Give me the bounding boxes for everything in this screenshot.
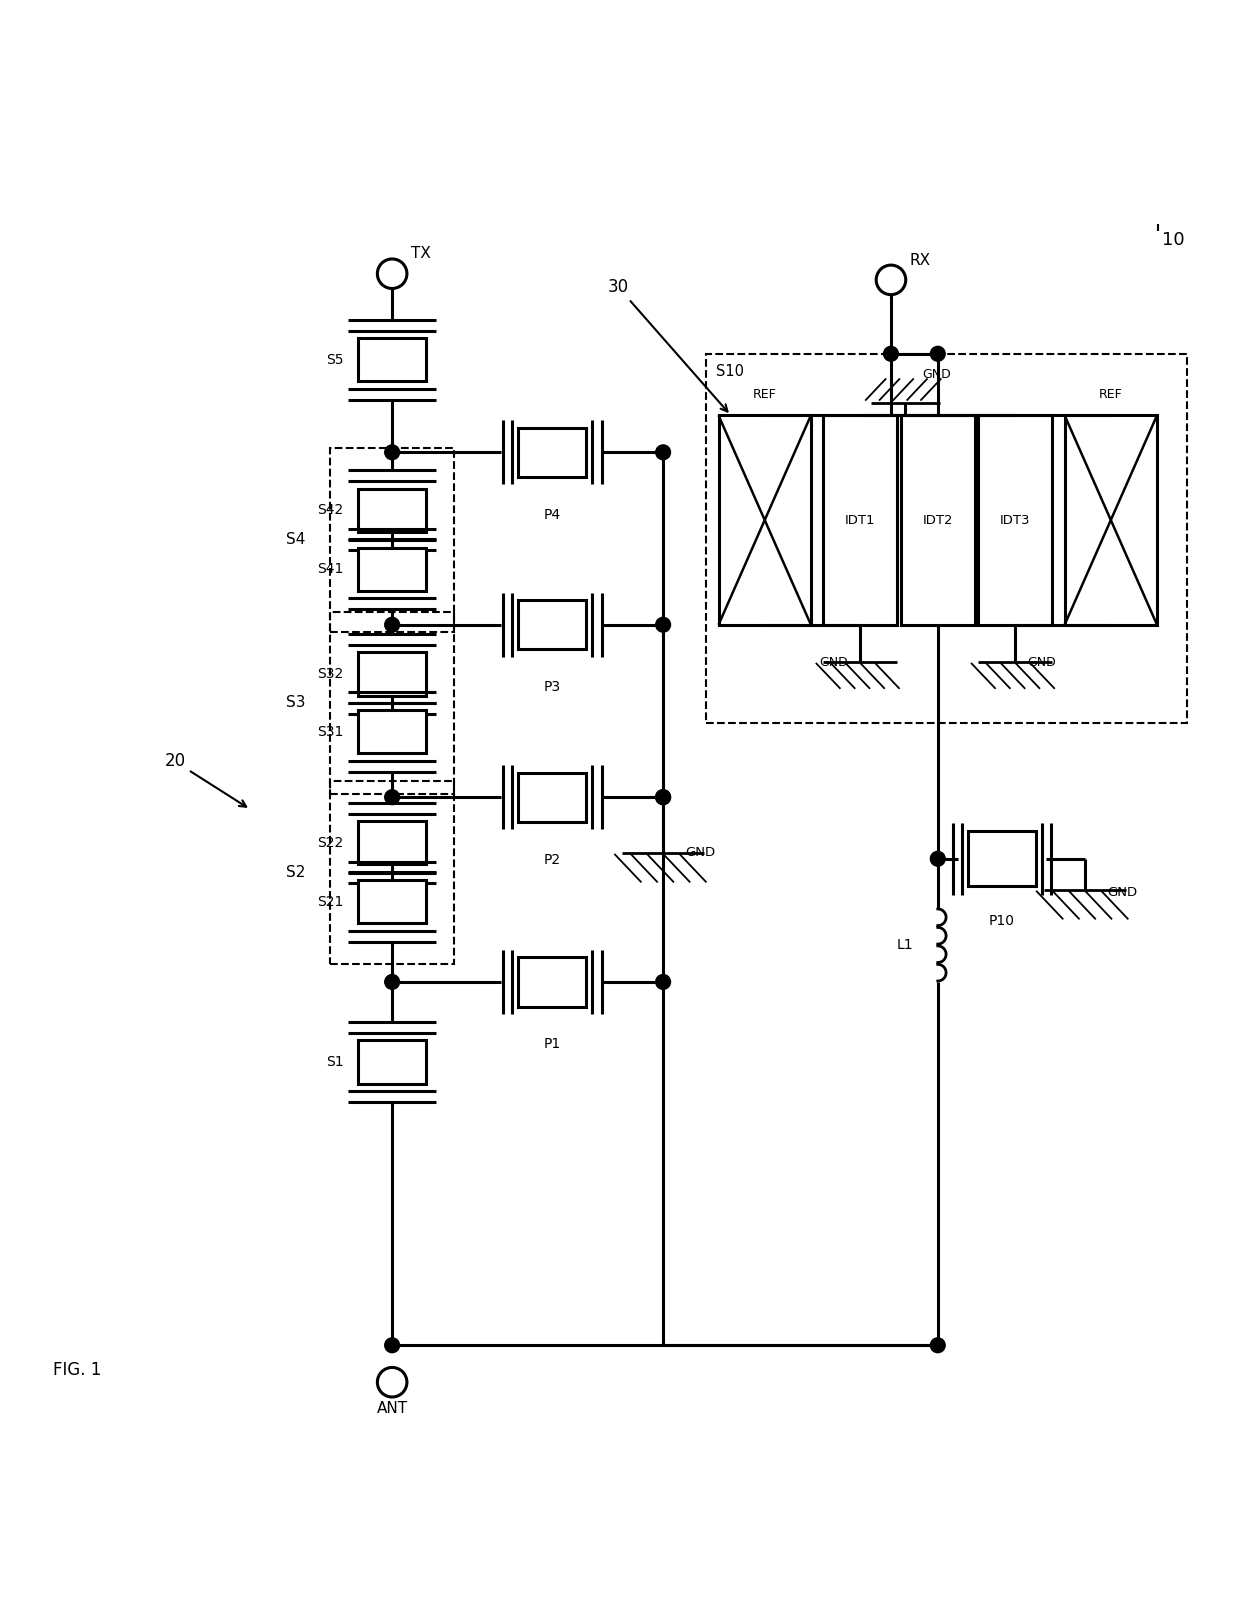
Bar bbox=[900, 416, 975, 625]
Text: S4: S4 bbox=[286, 533, 305, 547]
Text: S41: S41 bbox=[317, 562, 343, 576]
Text: 30: 30 bbox=[608, 278, 728, 411]
Bar bbox=[358, 338, 427, 382]
Circle shape bbox=[656, 790, 671, 805]
Text: GND: GND bbox=[820, 656, 848, 669]
Circle shape bbox=[384, 445, 399, 460]
Text: TX: TX bbox=[410, 246, 430, 261]
Bar bbox=[358, 547, 427, 591]
Text: P1: P1 bbox=[543, 1038, 560, 1051]
Circle shape bbox=[656, 617, 671, 631]
Text: GND: GND bbox=[686, 847, 715, 860]
Text: REF: REF bbox=[753, 387, 776, 400]
Text: S42: S42 bbox=[317, 504, 343, 516]
Text: IDT3: IDT3 bbox=[1001, 513, 1030, 526]
Text: S32: S32 bbox=[317, 667, 343, 682]
Circle shape bbox=[884, 346, 898, 361]
Bar bbox=[358, 881, 427, 923]
Text: S2: S2 bbox=[286, 865, 305, 879]
Bar bbox=[978, 416, 1053, 625]
Circle shape bbox=[384, 790, 399, 805]
Text: GND: GND bbox=[923, 368, 951, 380]
Bar bbox=[358, 711, 427, 753]
Circle shape bbox=[930, 852, 945, 866]
Bar bbox=[330, 448, 454, 631]
Circle shape bbox=[930, 346, 945, 361]
Text: P10: P10 bbox=[988, 913, 1014, 928]
Bar bbox=[330, 612, 454, 793]
Bar bbox=[518, 427, 587, 478]
Text: P2: P2 bbox=[543, 853, 560, 866]
Text: FIG. 1: FIG. 1 bbox=[53, 1360, 102, 1378]
Text: S22: S22 bbox=[317, 835, 343, 850]
Text: L1: L1 bbox=[897, 937, 913, 952]
Text: 10: 10 bbox=[1162, 230, 1184, 249]
Bar bbox=[358, 652, 427, 696]
Bar bbox=[968, 831, 1035, 887]
Text: GND: GND bbox=[1028, 656, 1056, 669]
Text: P4: P4 bbox=[543, 508, 560, 521]
Circle shape bbox=[384, 1337, 399, 1352]
Text: S5: S5 bbox=[326, 353, 343, 368]
Text: 20: 20 bbox=[164, 753, 247, 806]
Bar bbox=[358, 489, 427, 531]
Text: ANT: ANT bbox=[377, 1400, 408, 1415]
Bar bbox=[718, 416, 811, 625]
Circle shape bbox=[656, 445, 671, 460]
Text: S1: S1 bbox=[326, 1056, 343, 1069]
Circle shape bbox=[930, 1337, 945, 1352]
Circle shape bbox=[384, 975, 399, 989]
Bar bbox=[707, 355, 1187, 724]
Bar bbox=[330, 780, 454, 963]
Bar bbox=[358, 1041, 427, 1083]
Text: REF: REF bbox=[1099, 387, 1122, 400]
Text: S3: S3 bbox=[285, 696, 305, 711]
Text: GND: GND bbox=[1107, 886, 1137, 899]
Bar bbox=[518, 601, 587, 649]
Circle shape bbox=[384, 617, 399, 631]
Bar bbox=[518, 772, 587, 822]
Text: S21: S21 bbox=[317, 895, 343, 908]
Text: S10: S10 bbox=[715, 364, 744, 379]
Text: IDT1: IDT1 bbox=[844, 513, 875, 526]
Circle shape bbox=[656, 975, 671, 989]
Bar bbox=[358, 821, 427, 865]
Bar bbox=[1065, 416, 1157, 625]
Text: S31: S31 bbox=[317, 725, 343, 738]
Circle shape bbox=[656, 790, 671, 805]
Text: RX: RX bbox=[909, 253, 930, 267]
Text: IDT2: IDT2 bbox=[923, 513, 954, 526]
Bar bbox=[518, 957, 587, 1007]
Bar bbox=[823, 416, 897, 625]
Text: P3: P3 bbox=[543, 680, 560, 695]
